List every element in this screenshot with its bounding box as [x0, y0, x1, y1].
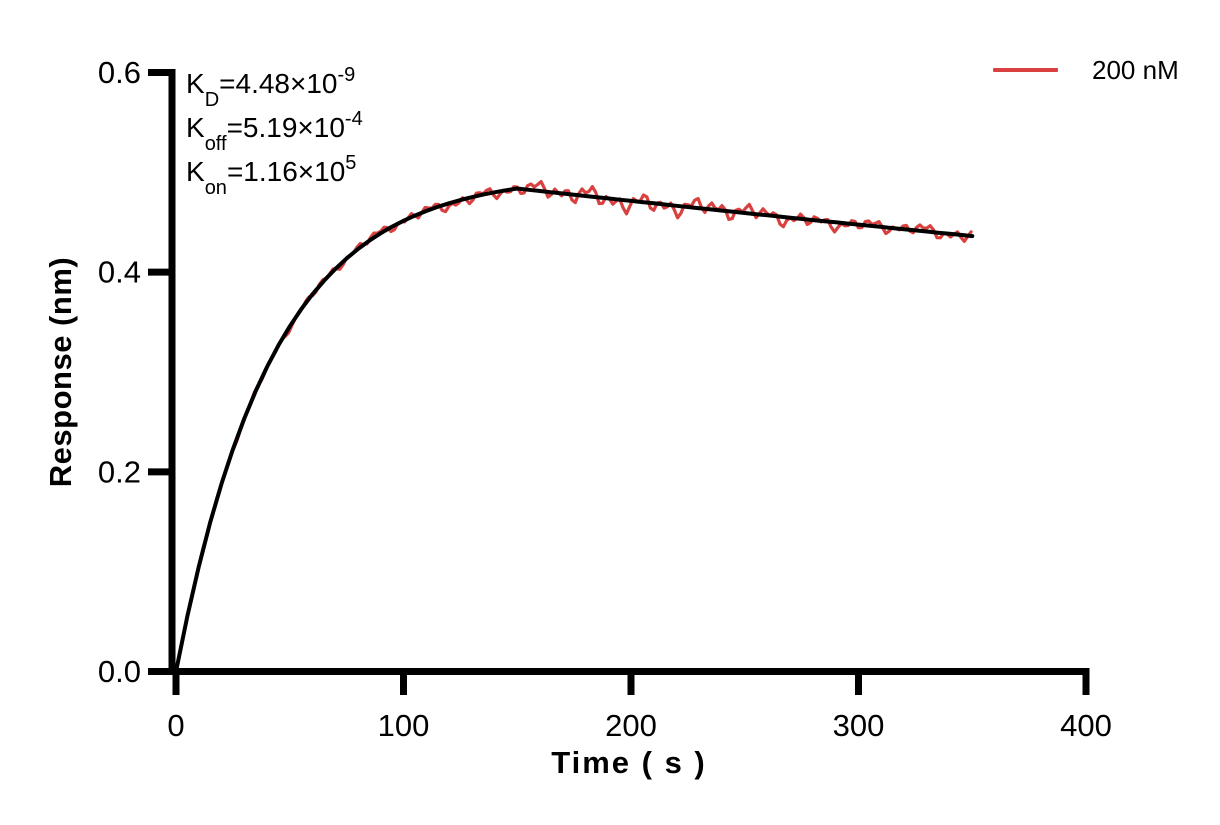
x-tick-label: 200	[605, 708, 657, 743]
legend-label: 200 nM	[1092, 54, 1179, 85]
y-tick-label: 0.6	[98, 55, 141, 90]
x-tick-label: 0	[167, 708, 184, 743]
x-tick-label: 400	[1060, 708, 1112, 743]
y-tick-label: 0.0	[98, 654, 141, 689]
y-tick-label: 0.2	[98, 454, 141, 489]
x-tick-label: 300	[833, 708, 885, 743]
kon-annotation: Kon=1.16×105	[186, 151, 357, 199]
x-tick-label: 100	[378, 708, 430, 743]
koff-annotation: Koff=5.19×10-4	[186, 107, 363, 155]
legend-line-swatch	[993, 68, 1058, 72]
y-tick-label: 0.4	[98, 255, 141, 290]
legend: 200 nM	[993, 52, 1179, 88]
kinetic-constants-annotation: KD=4.48×10-9 Koff=5.19×10-4 Kon=1.16×105	[186, 62, 363, 199]
fit-line	[174, 186, 975, 674]
x-axis-title: Time ( s )	[551, 745, 707, 780]
kd-annotation: KD=4.48×10-9	[186, 63, 356, 111]
y-axis-title: Response (nm)	[43, 256, 78, 488]
measured-trace-line	[174, 180, 973, 674]
